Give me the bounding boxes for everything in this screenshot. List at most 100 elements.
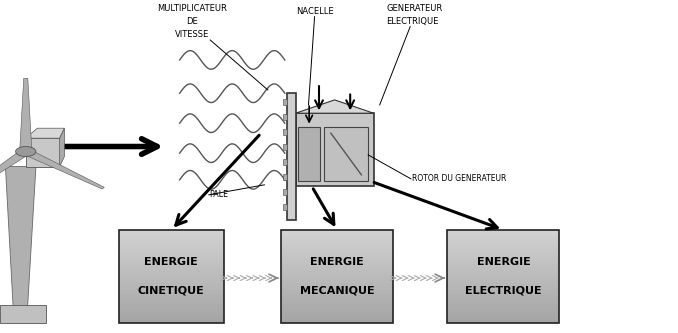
Text: DE: DE <box>186 17 198 26</box>
Bar <box>281 295 393 298</box>
Polygon shape <box>60 128 64 166</box>
Bar <box>119 245 224 248</box>
Bar <box>119 286 224 289</box>
Bar <box>281 276 393 279</box>
Text: ELECTRIQUE: ELECTRIQUE <box>465 285 542 295</box>
Bar <box>281 236 393 239</box>
Text: CINETIQUE: CINETIQUE <box>138 285 205 295</box>
Bar <box>281 258 393 261</box>
Bar <box>281 255 393 258</box>
Bar <box>281 279 393 283</box>
Bar <box>119 276 224 279</box>
Bar <box>0 305 46 323</box>
Bar <box>447 270 559 273</box>
Bar <box>447 230 559 233</box>
Bar <box>281 251 393 255</box>
Bar <box>281 307 393 311</box>
Bar <box>281 245 393 248</box>
Bar <box>447 301 559 304</box>
Bar <box>281 239 393 242</box>
Bar <box>283 204 287 210</box>
Polygon shape <box>23 149 104 189</box>
Bar <box>119 255 224 258</box>
Bar <box>119 230 224 323</box>
Text: ROTOR DU GENERATEUR: ROTOR DU GENERATEUR <box>412 173 506 183</box>
Bar <box>119 233 224 236</box>
Bar <box>119 320 224 323</box>
Bar <box>283 189 287 195</box>
Bar <box>119 261 224 264</box>
Bar <box>447 298 559 301</box>
Bar <box>447 273 559 276</box>
Bar <box>298 127 320 181</box>
Bar <box>119 264 224 267</box>
Bar <box>119 307 224 311</box>
Bar <box>119 239 224 242</box>
Bar <box>447 261 559 264</box>
Text: MULTIPLICATEUR: MULTIPLICATEUR <box>157 4 227 13</box>
Bar <box>281 283 393 286</box>
Bar <box>447 286 559 289</box>
Bar <box>119 289 224 292</box>
Text: GENERATEUR: GENERATEUR <box>386 4 443 13</box>
Bar <box>281 270 393 273</box>
Bar <box>281 264 393 267</box>
Bar <box>281 304 393 307</box>
Bar <box>447 289 559 292</box>
Polygon shape <box>296 100 374 113</box>
Bar <box>119 230 224 233</box>
Bar <box>447 242 559 245</box>
Bar <box>119 301 224 304</box>
Bar <box>447 251 559 255</box>
Bar <box>119 292 224 295</box>
Bar <box>281 317 393 320</box>
Bar <box>119 279 224 283</box>
Bar <box>281 314 393 317</box>
Bar <box>447 314 559 317</box>
Bar <box>447 279 559 283</box>
Bar <box>119 270 224 273</box>
Polygon shape <box>0 149 30 199</box>
Bar <box>447 255 559 258</box>
Bar <box>296 113 374 186</box>
Bar <box>281 273 393 276</box>
Bar <box>281 261 393 264</box>
Bar <box>281 286 393 289</box>
Polygon shape <box>26 128 64 138</box>
Bar <box>447 292 559 295</box>
Bar <box>119 311 224 314</box>
Text: MECANIQUE: MECANIQUE <box>300 285 375 295</box>
Bar <box>281 320 393 323</box>
Bar <box>447 267 559 270</box>
Bar <box>281 242 393 245</box>
Circle shape <box>16 147 36 157</box>
Bar <box>119 283 224 286</box>
Bar <box>283 99 287 105</box>
Bar <box>447 317 559 320</box>
Bar <box>281 311 393 314</box>
Bar <box>283 144 287 150</box>
Bar <box>119 273 224 276</box>
Polygon shape <box>5 166 36 315</box>
Polygon shape <box>20 78 32 152</box>
Bar <box>447 236 559 239</box>
Bar <box>281 292 393 295</box>
Bar <box>26 138 60 166</box>
Bar <box>283 159 287 165</box>
Bar <box>447 276 559 279</box>
Bar <box>119 251 224 255</box>
Bar <box>447 239 559 242</box>
Text: VITESSE: VITESSE <box>175 30 209 40</box>
Bar <box>119 314 224 317</box>
Bar <box>447 283 559 286</box>
Bar <box>283 129 287 135</box>
Bar <box>281 230 393 323</box>
Bar <box>119 298 224 301</box>
Bar <box>447 245 559 248</box>
Bar <box>119 248 224 251</box>
Bar <box>281 298 393 301</box>
Bar <box>447 258 559 261</box>
Bar <box>447 233 559 236</box>
Text: PALE: PALE <box>209 190 228 199</box>
Bar <box>119 317 224 320</box>
